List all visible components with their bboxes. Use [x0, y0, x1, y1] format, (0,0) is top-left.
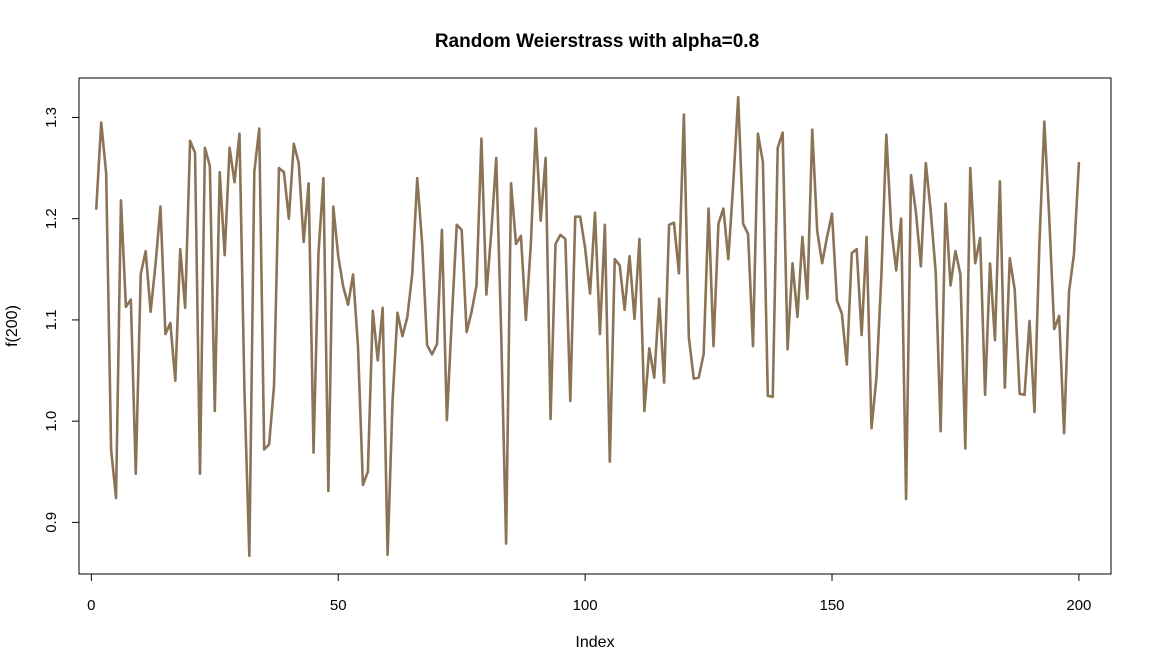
plot-area-frame — [78, 77, 1112, 575]
x-axis: 0 50 100 150 200 — [87, 573, 1091, 614]
x-tick-label: 50 — [330, 597, 347, 614]
series-line — [94, 95, 1081, 558]
chart-title: Random Weierstrass with alpha=0.8 — [435, 31, 759, 52]
x-tick-label: 150 — [819, 597, 844, 614]
x-tick-label: 200 — [1066, 597, 1091, 614]
x-tick-label: 0 — [87, 597, 95, 614]
y-tick-label: 1.2 — [43, 208, 60, 229]
y-tick-label: 1.0 — [43, 411, 60, 432]
y-tick-label: 1.3 — [43, 107, 60, 128]
y-axis-label: f(200) — [4, 305, 21, 347]
y-tick-label: 1.1 — [43, 309, 60, 330]
x-tick-label: 100 — [573, 597, 598, 614]
y-tick-label: 0.9 — [43, 512, 60, 533]
x-axis-label: Index — [575, 634, 614, 651]
series-group — [94, 95, 1081, 558]
y-axis: 0.9 1.0 1.1 1.2 1.3 — [43, 107, 80, 533]
